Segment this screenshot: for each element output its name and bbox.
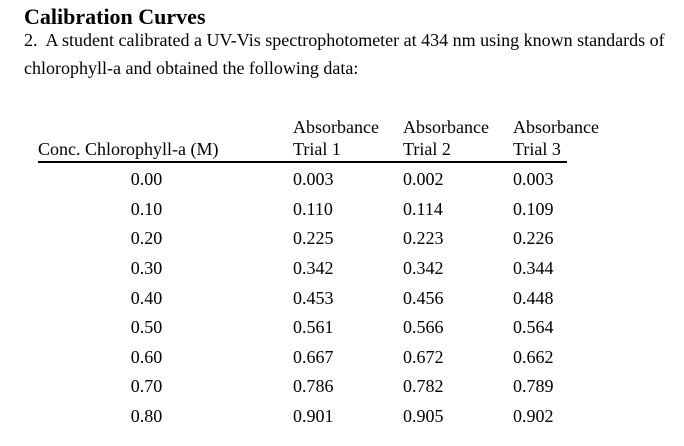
absorbance-value-trial3: 0.564 — [513, 317, 554, 338]
trial-1-header: Trial 1 — [293, 139, 341, 159]
absorbance-value-trial2: 0.566 — [403, 317, 444, 338]
table-body: 0.00 0.003 0.002 0.003 0.10 0.110 0.114 0.109 0.… — [38, 165, 623, 431]
absorbance-value-trial1: 0.110 — [293, 198, 333, 219]
absorbance-value-trial3: 0.226 — [513, 228, 554, 249]
absorbance-value-trial2: 0.672 — [403, 346, 444, 367]
page-title: Calibration Curves — [24, 4, 206, 29]
absorbance-value-trial3: 0.662 — [513, 346, 554, 367]
conc-column-header: Conc. Chlorophyll-a (M) — [38, 139, 219, 159]
absorbance-value-trial3: 0.902 — [513, 406, 554, 427]
table-row: 0.70 0.786 0.782 0.789 — [38, 372, 623, 402]
absorbance-value-trial3: 0.109 — [513, 198, 554, 219]
absorbance-value-trial1: 0.901 — [293, 406, 334, 427]
table-row: 0.30 0.342 0.342 0.344 — [38, 254, 623, 284]
conc-value: 0.20 — [130, 228, 163, 249]
absorbance-value-trial2: 0.905 — [403, 406, 444, 427]
absorbance-value-trial1: 0.667 — [293, 346, 334, 367]
absorbance-value-trial1: 0.786 — [293, 376, 334, 397]
absorbance-header-trial2: Absorbance — [403, 117, 489, 137]
absorbance-header-row: Absorbance Absorbance Absorbance — [293, 116, 623, 138]
absorbance-header-trial3: Absorbance — [513, 117, 599, 137]
conc-value: 0.80 — [130, 406, 163, 427]
absorbance-value-trial3: 0.789 — [513, 376, 554, 397]
absorbance-value-trial2: 0.114 — [403, 198, 443, 219]
trial-2-header: Trial 2 — [403, 139, 451, 159]
conc-value: 0.10 — [130, 198, 163, 219]
absorbance-value-trial1: 0.003 — [293, 169, 334, 190]
table-row: 0.80 0.901 0.905 0.902 — [38, 402, 623, 432]
conc-value: 0.30 — [130, 258, 163, 279]
conc-value: 0.60 — [130, 346, 163, 367]
absorbance-value-trial3: 0.448 — [513, 287, 554, 308]
absorbance-value-trial2: 0.342 — [403, 258, 444, 279]
table-row: 0.40 0.453 0.456 0.448 — [38, 283, 623, 313]
absorbance-value-trial2: 0.223 — [403, 228, 444, 249]
absorbance-value-trial2: 0.782 — [403, 376, 444, 397]
conc-value: 0.00 — [130, 169, 163, 190]
table-row: 0.00 0.003 0.002 0.003 — [38, 165, 623, 195]
conc-value: 0.70 — [130, 376, 163, 397]
absorbance-value-trial2: 0.456 — [403, 287, 444, 308]
table-row: 0.10 0.110 0.114 0.109 — [38, 195, 623, 225]
header-spacer — [255, 139, 293, 160]
table-row: 0.60 0.667 0.672 0.662 — [38, 343, 623, 373]
absorbance-value-trial3: 0.344 — [513, 258, 554, 279]
absorbance-value-trial1: 0.453 — [293, 287, 334, 308]
trial-3-header: Trial 3 — [513, 139, 561, 159]
problem-text-line-1: 2. A student calibrated a UV-Vis spectro… — [24, 30, 665, 50]
table-header-row: Conc. Chlorophyll-a (M) Trial 1 Trial 2 … — [38, 139, 567, 163]
absorbance-value-trial3: 0.003 — [513, 169, 554, 190]
absorbance-header-trial1: Absorbance — [293, 117, 379, 137]
absorbance-value-trial1: 0.561 — [293, 317, 334, 338]
absorbance-value-trial1: 0.225 — [293, 228, 334, 249]
conc-value: 0.50 — [130, 317, 163, 338]
problem-text-line-2: chlorophyll-a and obtained the following… — [24, 58, 359, 78]
conc-value: 0.40 — [130, 287, 163, 308]
table-row: 0.50 0.561 0.566 0.564 — [38, 313, 623, 343]
absorbance-value-trial2: 0.002 — [403, 169, 444, 190]
table-row: 0.20 0.225 0.223 0.226 — [38, 224, 623, 254]
absorbance-value-trial1: 0.342 — [293, 258, 334, 279]
